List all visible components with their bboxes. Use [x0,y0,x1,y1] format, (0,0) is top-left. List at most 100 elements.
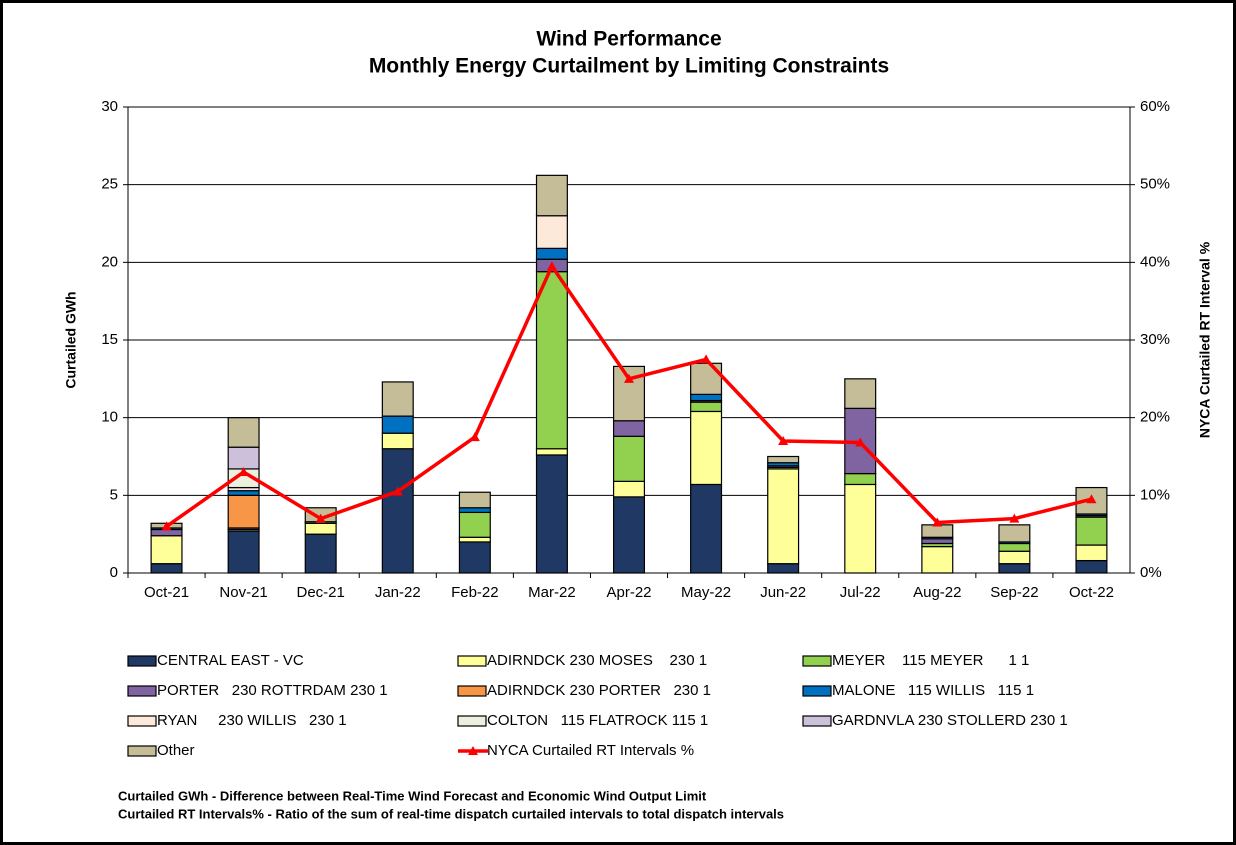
bar-segment [227,494,260,529]
x-tick-label: Mar-22 [528,584,576,601]
x-tick-label: Oct-21 [144,584,189,601]
legend-swatch [457,685,487,697]
y-tick-label: 15 [101,331,118,348]
legend-label: COLTON 115 FLATROCK 115 1 [487,712,708,729]
legend-label: ADIRNDCK 230 PORTER 230 1 [487,682,711,699]
bar-segment [381,448,414,574]
legend-label: ADIRNDCK 230 MOSES 230 1 [487,652,707,669]
bar-segment [1075,544,1108,562]
bar-segment [458,511,491,538]
bar-segment [150,535,183,565]
bar-segment [690,393,723,402]
bar-segment [381,415,414,434]
bar-segment [844,472,877,486]
footnote: Curtailed RT Intervals% - Ratio of the s… [118,806,784,821]
bar-segment [1075,559,1108,574]
y2-tick-label: 60% [1140,98,1170,115]
bar-segment [304,533,337,574]
legend-marker [468,746,478,755]
x-tick-label: Oct-22 [1069,584,1114,601]
line-marker [161,521,172,531]
bar-segment [998,524,1031,543]
x-tick-label: Dec-21 [297,584,345,601]
y-tick-label: 30 [101,98,118,115]
legend-label: RYAN 230 WILLIS 230 1 [157,712,347,729]
x-tick-label: Sep-22 [990,584,1038,601]
bar-segment [535,271,568,450]
bar-segment [612,480,646,498]
bar-segment [612,435,646,482]
bar-segment [227,490,260,496]
y-axis-title: Curtailed GWh [63,291,79,388]
line-marker [546,261,557,271]
bar-segment [1075,516,1108,546]
y-tick-label: 10 [101,409,118,426]
line-marker [238,467,249,477]
x-tick-label: Apr-22 [606,584,651,601]
bar-segment [998,542,1031,552]
bar-segment [227,417,260,448]
x-tick-label: Feb-22 [451,584,499,601]
bar-segment [535,454,568,574]
legend-swatch [457,715,487,727]
line-marker [778,435,789,445]
bar-segment [767,455,800,464]
line-marker [315,513,326,523]
bar-segment [612,496,646,574]
y2-tick-label: 20% [1140,409,1170,426]
x-tick-label: May-22 [681,584,731,601]
y2-tick-label: 30% [1140,331,1170,348]
bar-segment [458,536,491,543]
line-marker [701,354,712,364]
footnote: Curtailed GWh - Difference between Real-… [118,788,707,803]
bar-segment [690,362,723,395]
bar-segment [381,381,414,417]
x-tick-label: Jul-22 [840,584,881,601]
y-tick-label: 20 [101,253,118,270]
chart-title: Wind Performance [536,28,721,51]
bar-segment [227,446,260,470]
y-tick-label: 25 [101,176,118,193]
legend-label: MALONE 115 WILLIS 115 1 [832,682,1034,699]
bar-segment [998,563,1031,574]
bar-segment [381,432,414,450]
x-tick-label: Aug-22 [913,584,961,601]
bar-segment [535,174,568,217]
bar-segment [767,468,800,565]
legend-swatch [127,715,157,727]
bar-segment [304,522,337,535]
bar-segment [690,401,723,413]
line-marker [932,517,943,527]
legend-swatch [802,685,832,697]
bar-segment [921,524,954,538]
y2-tick-label: 0% [1140,564,1162,581]
bar-segment [844,483,877,574]
bar-segment [535,247,568,260]
bar-segment [998,550,1031,565]
bar-segment [458,541,491,574]
legend-swatch [127,685,157,697]
x-tick-label: Nov-21 [219,584,267,601]
x-tick-label: Jan-22 [375,584,421,601]
line-marker [1009,513,1020,523]
bar-segment [458,491,491,509]
legend-swatch [802,655,832,667]
bar-segment [921,538,954,545]
y2-axis-title: NYCA Curtailed RT Interval % [1197,241,1213,438]
legend-label: NYCA Curtailed RT Intervals % [487,742,694,759]
line-marker [855,437,866,447]
legend-swatch [127,655,157,667]
bar-segment [690,410,723,486]
line-marker [1086,494,1097,504]
bar-segment [690,483,723,574]
legend-label: Other [157,742,195,759]
chart-subtitle: Monthly Energy Curtailment by Limiting C… [369,55,889,78]
legend-swatch [802,715,832,727]
y2-tick-label: 40% [1140,253,1170,270]
legend-label: CENTRAL EAST - VC [157,652,304,669]
y2-tick-label: 50% [1140,176,1170,193]
bar-segment [458,507,491,514]
line-marker [392,486,403,496]
bar-segment [767,563,800,574]
